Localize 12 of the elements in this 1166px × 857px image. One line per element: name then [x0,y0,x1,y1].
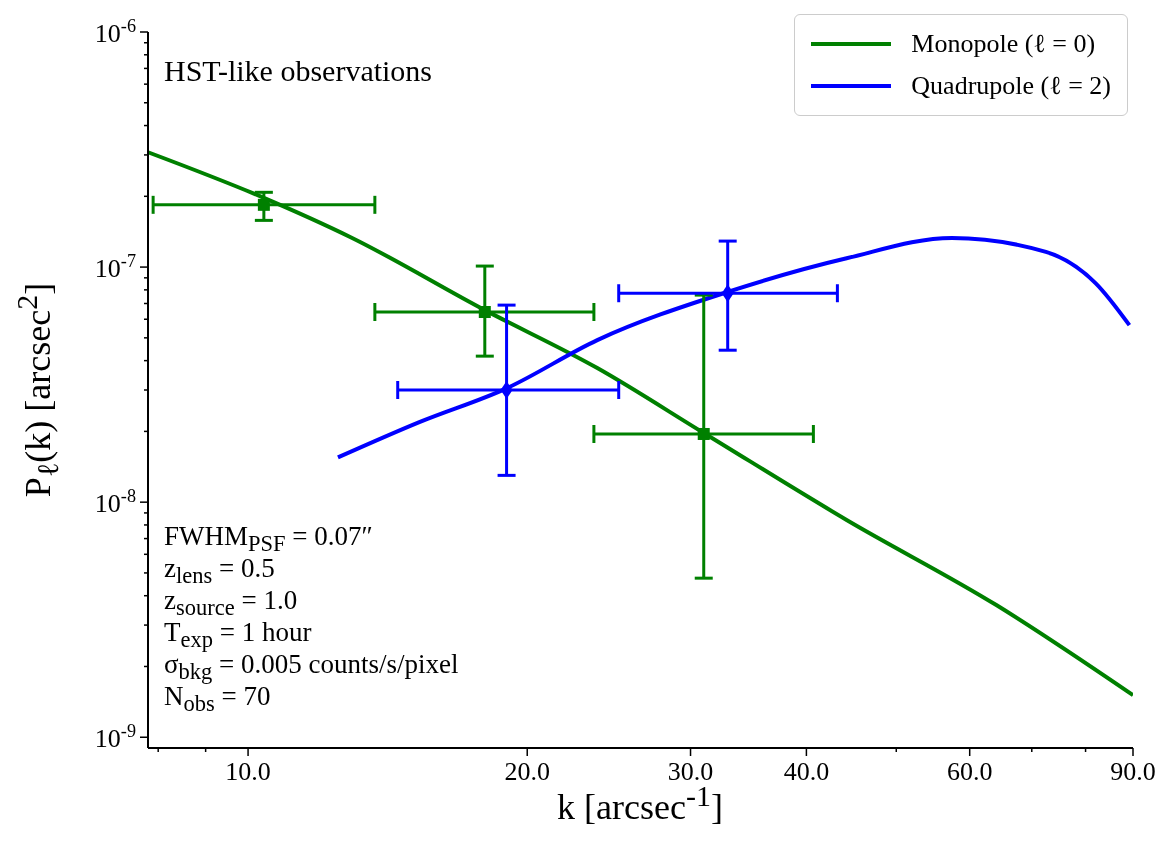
x-tick-label: 90.0 [1110,757,1156,786]
annotation: HST-like observations [164,54,433,88]
y-tick-label: 10$^{-7}$ [94,251,136,284]
x-tick-label: 20.0 [504,757,550,786]
x-tick-label: 40.0 [783,757,830,786]
legend-label: Monopole (ℓ = 0) [911,28,1096,60]
legend-label: Quadrupole (ℓ = 2) [911,70,1111,102]
y-tick-label: 10$^{-9}$ [94,721,136,754]
x-tick-label: 10.0 [225,757,271,786]
y-tick-label: 10$^{-8}$ [94,486,136,519]
x-tick-label: 60.0 [946,757,993,786]
y-tick-label: 10$^{-6}$ [94,16,136,48]
